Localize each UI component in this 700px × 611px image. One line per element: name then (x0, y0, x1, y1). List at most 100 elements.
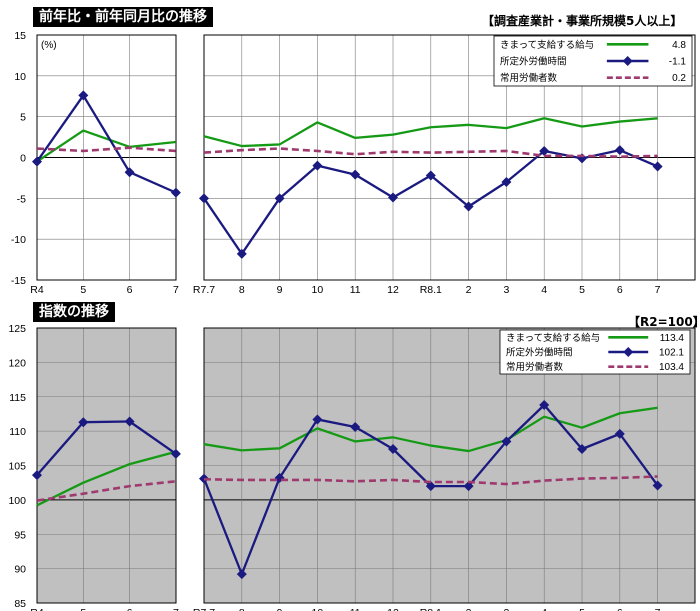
x-tick-label: 10 (312, 284, 324, 296)
bottom-legend (499, 329, 691, 375)
x-tick-label: 5 (80, 607, 86, 611)
legend-value-wages: 4.8 (672, 40, 686, 51)
x-tick-label: 4 (541, 607, 547, 611)
top-left-panel (32, 34, 181, 281)
y-tick-label: 10 (14, 71, 26, 83)
wages-line (36, 129, 177, 163)
wages-line (36, 450, 177, 507)
overtime-marker (425, 481, 436, 492)
x-tick-label: 5 (80, 284, 86, 296)
overtime-marker (312, 160, 323, 171)
bottom-left-plot-frame (36, 327, 177, 604)
overtime-marker (501, 436, 512, 447)
overtime-marker (388, 192, 398, 203)
overtime-marker (274, 193, 285, 204)
x-tick-label: 3 (503, 607, 509, 611)
overtime-marker (124, 416, 135, 427)
legend-box (499, 329, 691, 375)
overtime-marker (350, 422, 361, 432)
overtime-marker (501, 177, 512, 187)
x-tick-label: 12 (387, 284, 399, 296)
x-tick-label: 6 (127, 284, 133, 296)
x-tick-label: R7.7 (193, 607, 215, 611)
x-tick-label: 11 (350, 284, 361, 296)
legend-value-employees: 103.4 (659, 362, 684, 373)
x-tick-label: 11 (350, 607, 361, 611)
x-tick-label: 7 (655, 607, 661, 611)
overtime-marker (539, 400, 550, 410)
overtime-marker (170, 448, 181, 459)
legend-value-employees: 0.2 (672, 73, 686, 84)
overtime-marker (463, 201, 474, 212)
overtime-line (36, 420, 177, 476)
overtime-marker (78, 417, 89, 428)
employees-line (36, 146, 176, 153)
y-tick-label: 105 (8, 461, 26, 473)
y-tick-label: 85 (14, 598, 26, 610)
x-tick-label: R7.7 (193, 284, 215, 296)
x-tick-label: 4 (541, 284, 547, 296)
legend-label-wages: きまって支給する給与 (500, 39, 594, 51)
x-tick-label: 5 (579, 607, 585, 611)
overtime-marker (388, 444, 398, 454)
legend-label-wages: きまって支給する給与 (506, 332, 600, 344)
y-tick-label: -10 (11, 234, 26, 246)
y-unit-label: (%) (41, 40, 57, 51)
y-tick-label: 100 (8, 495, 26, 507)
overtime-marker (652, 480, 663, 491)
overtime-marker (463, 481, 474, 492)
legend-label-employees: 常用労働者数 (500, 72, 558, 84)
x-tick-label: 6 (127, 607, 133, 611)
legend-marker-overtime (623, 347, 634, 357)
x-tick-label: 6 (617, 284, 623, 296)
x-tick-label: 2 (466, 284, 472, 296)
overtime-marker (577, 444, 587, 454)
top-legend (493, 35, 693, 87)
overtime-marker (652, 161, 663, 172)
legend-label-overtime: 所定外労働時間 (500, 56, 567, 68)
legend-label-overtime: 所定外労働時間 (506, 347, 573, 359)
bottom-chart-note: 【R2=100】 (628, 315, 700, 329)
overtime-marker (199, 473, 209, 484)
legend-box (493, 35, 693, 87)
legend-value-overtime: -1.1 (669, 57, 687, 68)
x-tick-label: 9 (277, 607, 283, 611)
x-tick-label: R8.1 (420, 607, 442, 611)
bottom-chart-title: 指数の推移 (33, 302, 115, 322)
y-tick-label: 90 (14, 564, 26, 576)
x-tick-label: 2 (466, 607, 472, 611)
wages-line (203, 117, 658, 148)
x-tick-label: R4 (30, 284, 44, 296)
x-tick-label: 10 (312, 607, 324, 611)
y-tick-label: 5 (20, 112, 26, 124)
x-tick-label: 7 (655, 284, 661, 296)
top-chart-title: 前年比・前年同月比の推移 (33, 7, 213, 27)
overtime-marker (236, 248, 247, 259)
top-right-plot-frame (203, 34, 696, 281)
y-tick-label: 110 (9, 426, 26, 438)
y-tick-label: -5 (17, 193, 26, 205)
employees-line (203, 475, 658, 486)
y-tick-label: 15 (14, 30, 26, 42)
bottom-left-panel (32, 327, 181, 604)
legend-label-employees: 常用労働者数 (506, 361, 564, 373)
overtime-marker (350, 169, 361, 180)
x-tick-label: 7 (173, 607, 179, 611)
wages-line (203, 406, 658, 453)
x-tick-label: R4 (30, 607, 44, 611)
y-tick-label: 95 (14, 529, 26, 541)
overtime-line (36, 94, 177, 194)
overtime-marker (32, 470, 42, 481)
overtime-marker (199, 193, 209, 204)
x-tick-label: 8 (239, 284, 245, 296)
y-tick-label: 0 (20, 153, 26, 165)
overtime-marker (236, 569, 247, 580)
overtime-marker (539, 145, 550, 156)
overtime-marker (78, 90, 89, 101)
x-tick-label: 3 (503, 284, 509, 296)
overtime-marker (614, 428, 625, 439)
y-tick-label: 120 (8, 357, 26, 369)
overtime-marker (425, 170, 436, 181)
top-chart-note: 【調査産業計・事業所規模5人以上】 (482, 14, 683, 28)
